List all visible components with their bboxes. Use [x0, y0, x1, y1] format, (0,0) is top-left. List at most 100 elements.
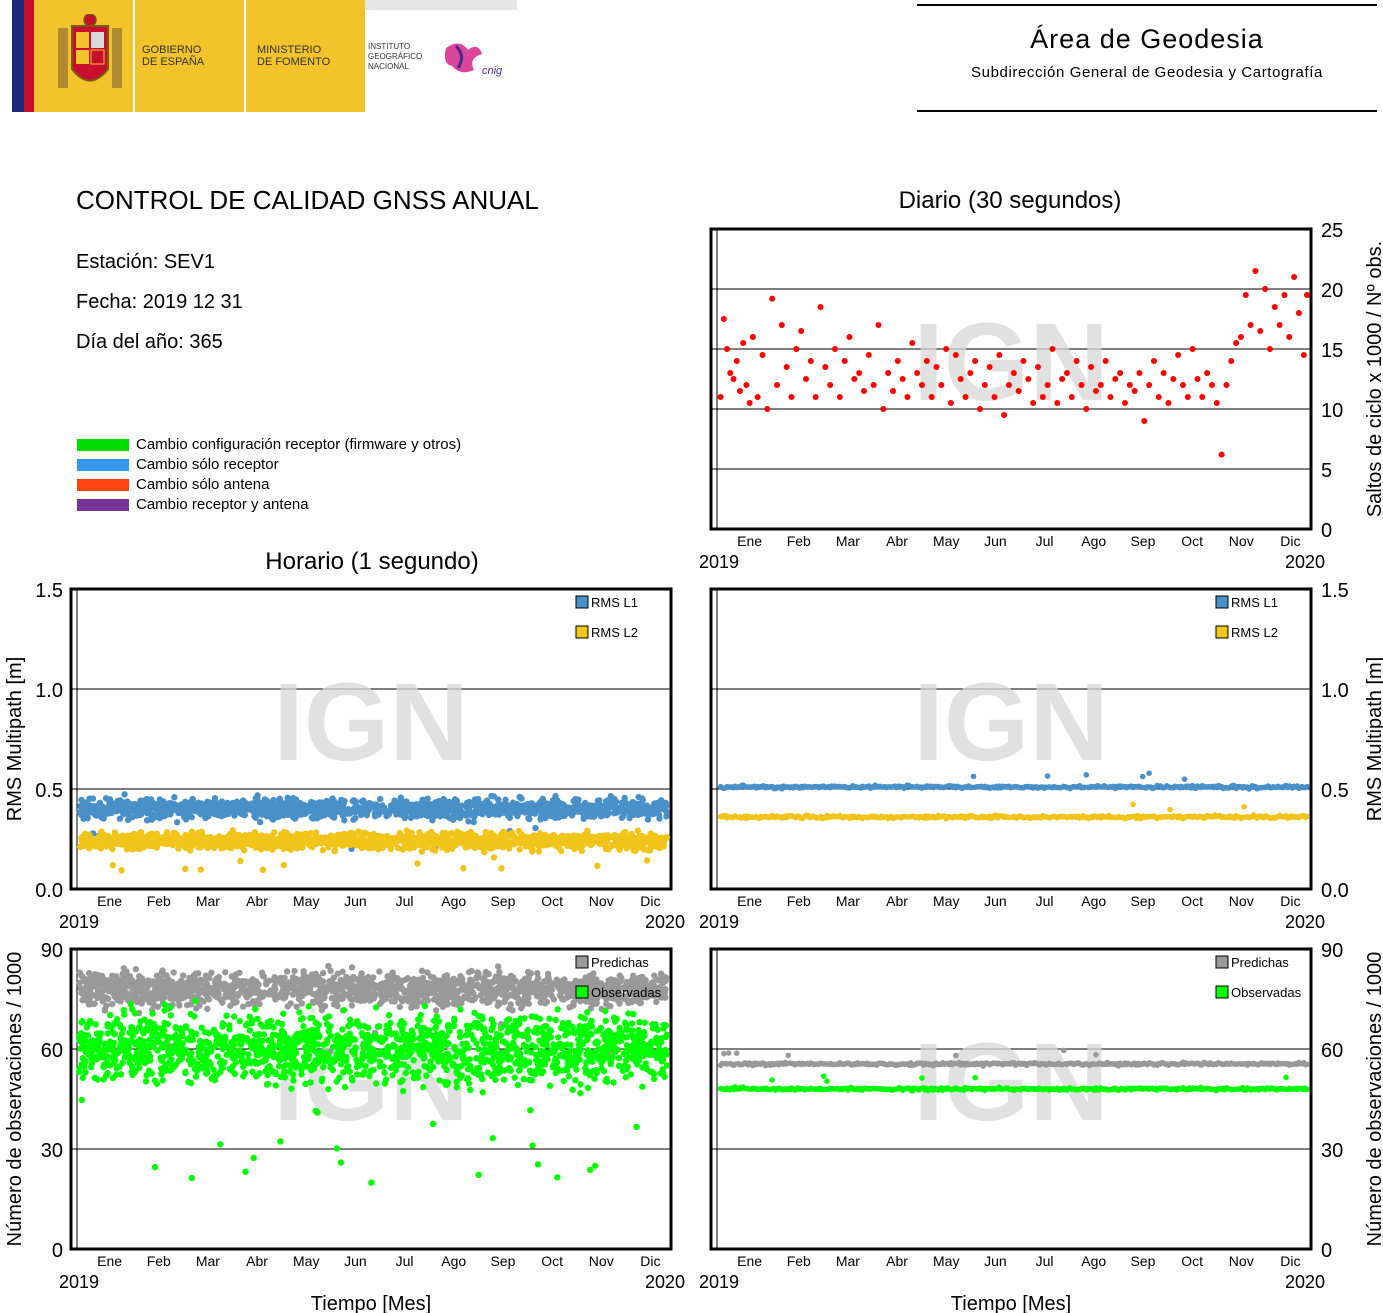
y-tick-label: 1.0 [1321, 680, 1349, 702]
cycle-slip-point [1112, 376, 1119, 382]
obs-point [118, 867, 125, 874]
obs-point [503, 802, 510, 810]
obs-point [424, 969, 431, 976]
obs-point [188, 798, 195, 805]
x-month-label: Dic [1280, 893, 1300, 909]
obs-point [105, 810, 113, 817]
plot-frame [69, 587, 673, 891]
obs-point [602, 837, 610, 844]
obs-point [153, 830, 160, 837]
coat-of-arms-icon [50, 13, 130, 96]
x-month-label: Sep [490, 1253, 515, 1269]
y-tick-label: 15 [1321, 340, 1343, 362]
obs-point [98, 806, 105, 813]
ministry-name: MINISTERIO DE FOMENTO [257, 44, 330, 68]
obs-point [454, 803, 461, 810]
obs-point [233, 806, 241, 813]
cycle-slip-point [736, 388, 743, 394]
x-month-label: Jul [1036, 893, 1054, 909]
obs-point [372, 840, 379, 847]
cycle-slip-point [981, 382, 988, 388]
cycle-slip-point [836, 394, 843, 400]
cycle-slip-point [1117, 370, 1124, 376]
obs-point [193, 802, 200, 810]
daily-point [1181, 776, 1188, 782]
obs-point [611, 802, 619, 810]
obs-point [280, 861, 288, 869]
obs-point [618, 835, 625, 842]
obs-point [419, 796, 426, 804]
obs-point [578, 834, 585, 842]
obs-point [161, 808, 169, 815]
cycle-slip-point [754, 394, 761, 400]
obs-point [545, 809, 553, 817]
cycle-slip-point [967, 370, 974, 376]
cycle-slip-point [996, 352, 1003, 358]
obs-point [370, 830, 378, 838]
obs-point [441, 797, 448, 804]
cycle-slip-point [740, 340, 747, 346]
obs-point [489, 844, 497, 851]
obs-point [504, 831, 512, 838]
legend-label: Cambio sólo antena [136, 476, 270, 494]
x-month-label: Jun [344, 893, 367, 909]
obs-point [426, 801, 433, 808]
obs-point [392, 993, 400, 1001]
cycle-slip-point [1223, 382, 1230, 388]
obs-point [628, 800, 636, 807]
obs-point [276, 802, 283, 810]
y-tick-label: 60 [41, 1040, 63, 1062]
obs-point [289, 810, 296, 817]
obs-point [465, 836, 473, 844]
obs-point [544, 833, 551, 840]
obs-point [256, 818, 264, 826]
daily-point [1304, 783, 1310, 790]
obs-point [147, 835, 155, 843]
x-month-label: Jul [396, 893, 414, 909]
cycle-slip-point [717, 394, 724, 400]
cycle-slip-point [938, 382, 945, 388]
cycle-slip-point [1295, 310, 1302, 316]
obs-point [180, 840, 187, 847]
obs-point [268, 815, 276, 822]
obs-point [85, 969, 93, 977]
obs-point [338, 836, 346, 843]
x-month-label: May [933, 533, 959, 549]
obs-point [315, 802, 322, 809]
obs-point [639, 804, 646, 812]
obs-point [498, 865, 505, 872]
x-month-label: Dic [1280, 533, 1300, 549]
obs-point [257, 846, 265, 853]
legend-swatch [77, 458, 129, 471]
obs-point [482, 801, 490, 808]
x-month-label: Abr [886, 893, 908, 909]
obs-point [218, 812, 225, 820]
obs-point [588, 807, 596, 814]
obs-point [203, 807, 210, 815]
cycle-slip-point [727, 370, 734, 376]
area-title: Área de Geodesia [1030, 24, 1264, 54]
legend-item: Cambio configuración receptor (firmware … [77, 436, 461, 454]
obs-point [352, 830, 360, 837]
obs-point [607, 833, 615, 841]
obs-point [159, 834, 166, 841]
obs-point [143, 817, 151, 824]
cycle-slip-point [1281, 292, 1288, 298]
obs-point [226, 830, 234, 838]
legend-swatch [77, 478, 129, 491]
cycle-slip-point [764, 406, 771, 412]
obs-point [423, 831, 430, 839]
obs-point [93, 973, 101, 981]
obs-point [644, 803, 651, 810]
cycle-slip-point [1199, 394, 1206, 400]
cycle-slip-point [1068, 394, 1075, 400]
obs-point [522, 808, 529, 816]
obs-point [562, 804, 570, 811]
cycle-slip-point [1165, 400, 1172, 406]
gov-line1: GOBIERNO [142, 44, 202, 56]
obs-point [187, 847, 194, 854]
cycle-slip-point [822, 364, 829, 370]
cycle-slip-point [1194, 376, 1201, 382]
cycle-slip-point [1213, 400, 1220, 406]
obs-point [109, 862, 117, 869]
